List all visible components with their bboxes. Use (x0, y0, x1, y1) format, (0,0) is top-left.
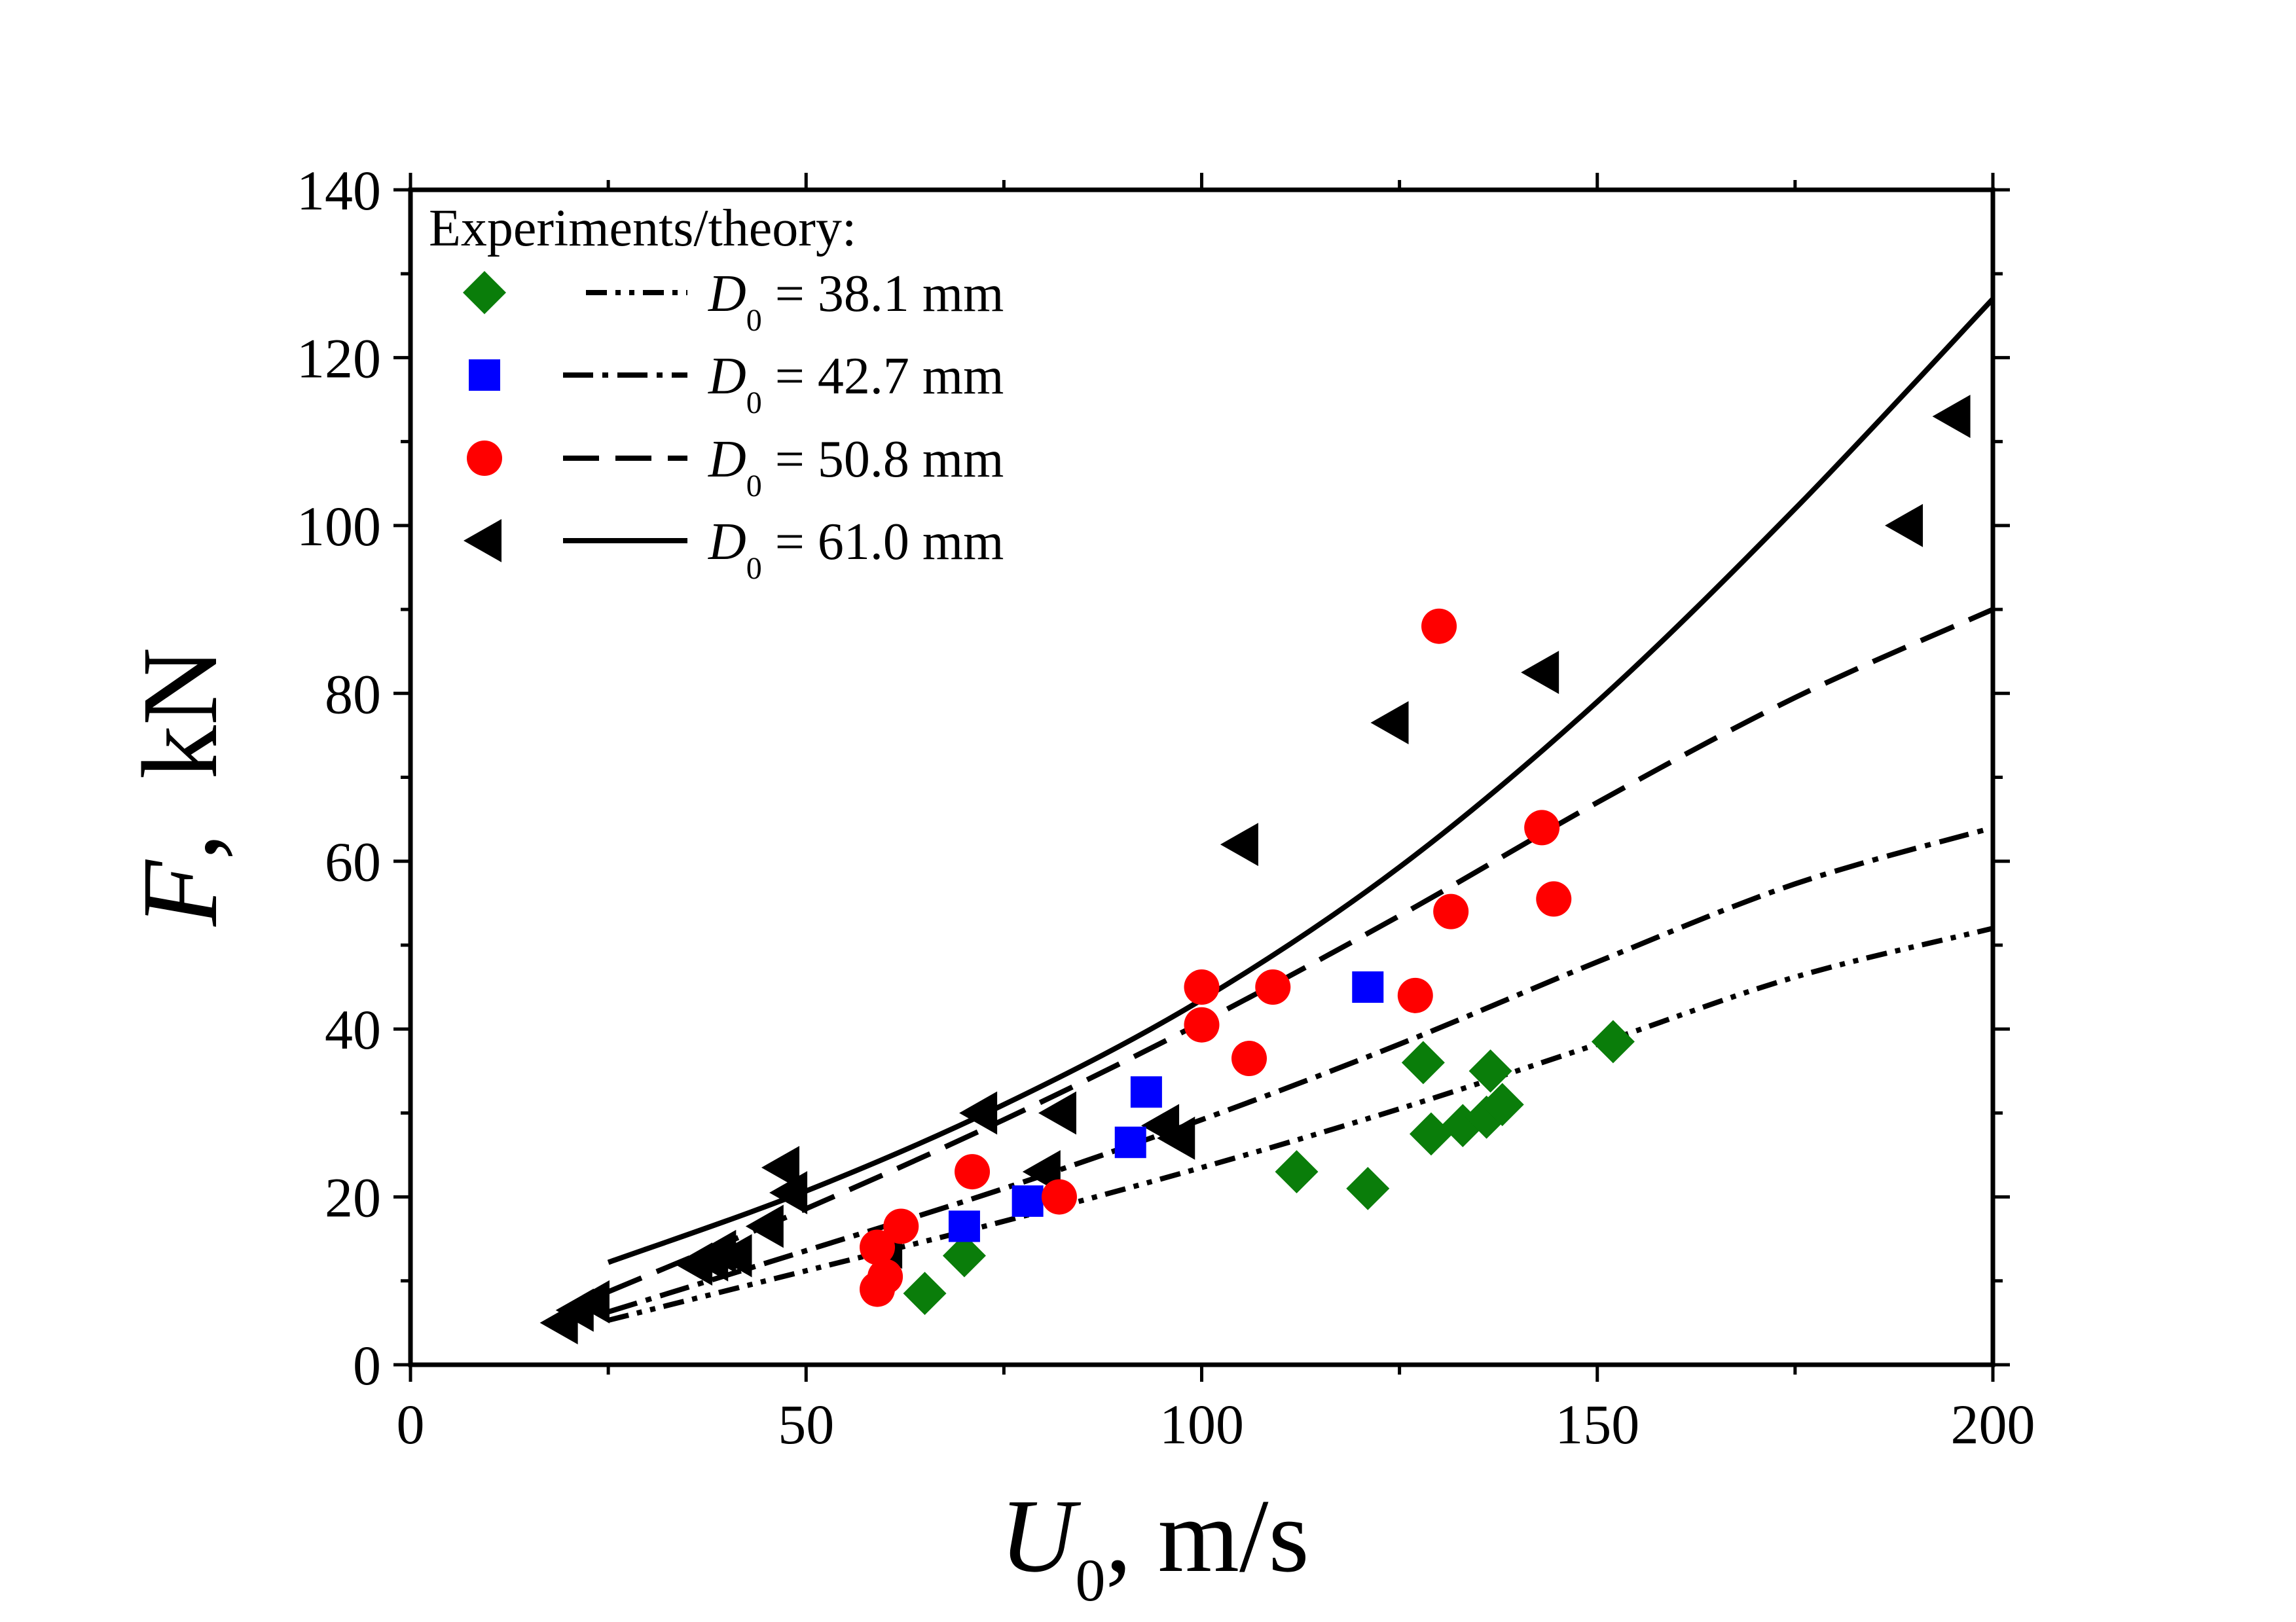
data-point-square-4 (1352, 971, 1384, 1003)
data-point-triangle-left-8 (761, 1145, 799, 1189)
data-point-triangle-left-9 (769, 1171, 808, 1215)
y-tick-label: 100 (297, 495, 381, 558)
data-point-triangle-left-15 (1157, 1116, 1195, 1160)
data-point-square-1 (1011, 1185, 1044, 1217)
data-point-triangle-left-16 (1220, 823, 1258, 867)
data-point-circle-7 (1184, 1007, 1220, 1043)
data-point-diamond-8 (1468, 1049, 1512, 1093)
y-tick-label: 80 (325, 662, 381, 725)
theory-curve-1 (607, 825, 1994, 1315)
x-tick-label: 50 (778, 1393, 834, 1456)
data-point-triangle-left-6 (714, 1234, 752, 1278)
data-point-diamond-3 (1346, 1166, 1390, 1210)
y-axis-title: F, kN (120, 647, 240, 927)
legend-subscript: 0 (746, 469, 762, 503)
data-point-circle-12 (1433, 893, 1469, 929)
data-point-circle-6 (1184, 969, 1220, 1005)
x-axis-title: U0, m/s (1000, 1477, 1309, 1613)
data-point-diamond-9 (1480, 1083, 1524, 1126)
legend-label: D0 = 42.7 mm (708, 348, 1004, 420)
legend-value: = 42.7 mm (775, 348, 1004, 405)
experiment-points (539, 395, 1971, 1344)
data-point-triangle-left-18 (1521, 651, 1559, 694)
x-tick-label: 200 (1951, 1393, 2035, 1456)
tick-labels: 0 50 100 150 200 0 20 40 60 80 100 120 140 (297, 159, 2035, 1456)
legend-symbol: D (708, 431, 746, 488)
legend-symbol: D (708, 348, 746, 405)
x-tick-label: 100 (1159, 1393, 1244, 1456)
theory-curve-3 (607, 297, 1995, 1265)
data-point-diamond-1 (942, 1234, 986, 1278)
y-axis-unit: , kN (120, 647, 240, 860)
data-point-circle-14 (1536, 881, 1572, 917)
data-point-triangle-left-19 (1885, 503, 1923, 547)
data-point-diamond-5 (1409, 1112, 1453, 1156)
legend-label: D0 = 38.1 mm (708, 265, 1004, 338)
y-tick-label: 120 (297, 327, 381, 389)
y-axis-symbol: F (120, 859, 240, 927)
data-point-triangle-left-17 (1370, 701, 1409, 745)
data-point-square-3 (1130, 1076, 1162, 1108)
y-tick-label: 0 (353, 1334, 381, 1397)
data-point-circle-1 (860, 1229, 896, 1265)
legend-marker-circle (467, 441, 502, 476)
data-point-circle-8 (1231, 1041, 1267, 1077)
y-tick-label: 20 (325, 1166, 381, 1229)
legend-subscript: 0 (746, 303, 762, 338)
data-point-circle-11 (1421, 608, 1457, 644)
x-axis-unit: , m/s (1106, 1477, 1309, 1594)
legend-symbol: D (708, 513, 746, 571)
data-point-diamond-0 (903, 1272, 947, 1316)
x-axis-subscript: 0 (1076, 1547, 1106, 1613)
data-point-triangle-left-11 (959, 1091, 998, 1135)
plot-frame (408, 187, 1995, 1367)
legend-value: = 38.1 mm (775, 265, 1004, 323)
data-point-circle-3 (883, 1208, 919, 1244)
legend-label: D0 = 50.8 mm (708, 431, 1004, 503)
legend-value: = 61.0 mm (775, 513, 1004, 571)
data-point-triangle-left-7 (745, 1204, 784, 1248)
data-point-triangle-left-2 (571, 1280, 610, 1324)
data-point-diamond-2 (1275, 1150, 1319, 1194)
data-point-circle-13 (1524, 810, 1560, 846)
legend-subscript: 0 (746, 386, 762, 420)
legend-marker-triangle-left (464, 519, 501, 562)
data-point-circle-2 (867, 1259, 903, 1295)
legend-title: Experiments/theory: (429, 200, 856, 257)
data-point-square-0 (948, 1210, 980, 1242)
data-point-diamond-10 (1591, 1020, 1635, 1064)
x-tick-label: 0 (397, 1393, 425, 1456)
data-point-circle-9 (1255, 969, 1291, 1005)
legend-label: D0 = 61.0 mm (708, 513, 1004, 586)
legend-subscript: 0 (746, 551, 762, 586)
theory-curves (607, 297, 1995, 1323)
data-point-diamond-4 (1401, 1041, 1445, 1085)
data-point-circle-5 (1041, 1179, 1077, 1215)
data-point-triangle-left-20 (1932, 395, 1971, 439)
legend-symbol: D (708, 265, 746, 323)
legend-value: = 50.8 mm (775, 431, 1004, 488)
theory-curve-0 (608, 926, 1994, 1323)
theory-curve-2 (607, 607, 1994, 1295)
data-point-circle-10 (1397, 977, 1433, 1013)
axis-ticks (393, 173, 2010, 1382)
data-point-triangle-left-13 (1038, 1091, 1076, 1135)
data-point-square-2 (1114, 1126, 1146, 1159)
legend-marker-diamond (463, 271, 506, 314)
y-tick-label: 60 (325, 831, 381, 893)
data-point-circle-4 (955, 1154, 991, 1190)
y-tick-label: 140 (297, 159, 381, 222)
x-axis-symbol: U (1000, 1477, 1082, 1594)
x-tick-label: 150 (1555, 1393, 1639, 1456)
y-tick-label: 40 (325, 998, 381, 1061)
legend-marker-square (469, 359, 500, 391)
